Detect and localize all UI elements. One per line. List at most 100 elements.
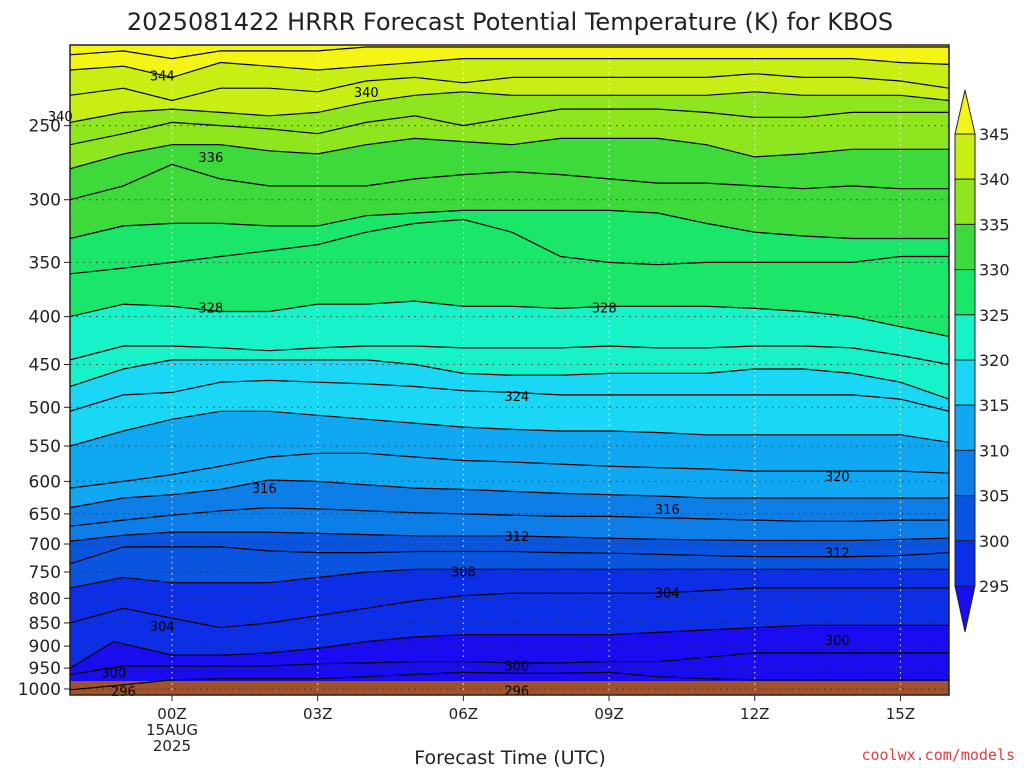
contour-label: 320 — [825, 470, 850, 485]
contour-label: 344 — [150, 70, 175, 85]
chart-title: 2025081422 HRRR Forecast Potential Tempe… — [127, 8, 893, 36]
colorbar-label: 310 — [979, 441, 1010, 460]
isentrope-line — [70, 531, 949, 542]
contour-label: 328 — [198, 301, 223, 316]
isentrope-line — [70, 359, 949, 400]
contour-label: 340 — [354, 86, 379, 101]
x-axis-label: Forecast Time (UTC) — [414, 747, 605, 768]
isentrope-line — [70, 46, 949, 60]
pressure-tick-label: 750 — [29, 563, 61, 583]
isentrope-line — [70, 652, 949, 676]
time-tick-label: 12Z — [740, 705, 769, 723]
isentrope-contours — [70, 46, 949, 691]
contour-label: 296 — [504, 685, 529, 700]
pressure-tick-label: 650 — [29, 505, 61, 525]
colorbar-label: 315 — [979, 396, 1010, 415]
isentrope-line — [70, 452, 949, 489]
isentrope-line — [70, 163, 949, 201]
colorbar-segment — [954, 404, 976, 451]
isentrope-line — [70, 671, 949, 691]
pressure-tick-label: 800 — [29, 589, 61, 609]
time-tick-label: 03Z — [303, 705, 332, 723]
pressure-tick-label: 600 — [29, 472, 61, 492]
contour-label: 312 — [504, 530, 529, 545]
colorbar-label: 320 — [979, 351, 1010, 370]
isentrope-line — [70, 345, 949, 366]
colorbar-label: 300 — [979, 532, 1010, 551]
colorbar-label: 330 — [979, 261, 1010, 280]
pressure-tick-label: 400 — [29, 308, 61, 328]
pressure-tick-label: 950 — [29, 659, 61, 679]
colorbar-label: 305 — [979, 487, 1010, 506]
contour-label: 304 — [150, 620, 175, 635]
contour-label: 300 — [101, 666, 126, 681]
pressure-tick-label: 850 — [29, 614, 61, 634]
pressure-tick-label: 250 — [29, 117, 61, 137]
pressure-tick-label: 900 — [29, 637, 61, 657]
isentrope-line — [70, 410, 949, 447]
colorbar-label: 340 — [979, 170, 1010, 189]
colorbar-segment — [954, 314, 976, 361]
contour-label: 316 — [252, 482, 277, 497]
contour-label: 328 — [592, 301, 617, 316]
colorbar-max-triangle — [954, 89, 976, 135]
contour-label: 316 — [655, 503, 680, 518]
isentrope-line — [70, 546, 949, 565]
colorbar-segment — [954, 178, 976, 225]
time-tick-label: 06Z — [449, 705, 478, 723]
pressure-tick-label: 500 — [29, 398, 61, 418]
contour-label: 312 — [825, 547, 850, 562]
temperature-bands — [70, 45, 949, 695]
colorbar-segment — [954, 223, 976, 271]
contour-label: 308 — [451, 566, 476, 581]
colorbar-segment — [954, 540, 976, 587]
contour-label: 304 — [655, 587, 680, 602]
colorbar-segment — [954, 269, 976, 316]
colorbar-segment — [954, 495, 976, 542]
time-tick-label: 00Z — [157, 705, 186, 723]
isentrope-line — [70, 587, 949, 629]
contour-label: 300 — [825, 634, 850, 649]
pressure-axis: 250 300 350 400 450 500 550 600 650 700 750 800 850 9… — [18, 117, 70, 700]
colorbar-label: 325 — [979, 306, 1010, 325]
colorbar-label: 345 — [979, 125, 1010, 144]
contour-label: 300 — [504, 660, 529, 675]
isentrope-line — [70, 479, 949, 509]
ground-surface — [70, 681, 949, 695]
pressure-tick-label: 300 — [29, 191, 61, 211]
isentrope-line — [70, 624, 949, 669]
time-gridlines — [171, 45, 901, 695]
isentrope-line — [70, 73, 949, 102]
pressure-tick-label: 1000 — [18, 680, 61, 700]
pressure-tick-label: 700 — [29, 535, 61, 555]
time-tick-label: 09Z — [594, 705, 623, 723]
colorbar: 295 300 305 310 315 320 325 330 335 340 345 — [954, 89, 1010, 633]
date-label: 15AUG — [146, 721, 198, 739]
isentrope-line — [70, 108, 949, 146]
contour-label: 336 — [198, 151, 223, 166]
isentrope-line — [70, 91, 949, 123]
colorbar-segment — [954, 449, 976, 497]
colorbar-segment — [954, 359, 976, 406]
isentrope-line — [70, 137, 949, 170]
isentrope-line — [70, 218, 949, 275]
credit-text: coolwx.com/models — [861, 746, 1015, 764]
colorbar-min-triangle — [954, 585, 976, 633]
isentrope-line — [70, 506, 949, 527]
contour-label: 340 — [48, 110, 73, 125]
isentrope-line — [70, 57, 949, 79]
isentrope-line — [70, 209, 949, 240]
colorbar-segment — [954, 133, 976, 180]
pressure-tick-label: 550 — [29, 437, 61, 457]
isentrope-line — [70, 300, 949, 337]
pressure-tick-label: 450 — [29, 355, 61, 375]
contour-label: 324 — [504, 390, 529, 405]
contour-label: 296 — [111, 685, 136, 700]
colorbar-label: 335 — [979, 215, 1010, 234]
contour-labels: 344 340 340 336 328 328 324 320 316 316 312 312 308 3… — [48, 70, 850, 700]
isentrope-line — [70, 568, 949, 589]
isentrope-line — [70, 379, 949, 412]
time-tick-label: 15Z — [886, 705, 915, 723]
